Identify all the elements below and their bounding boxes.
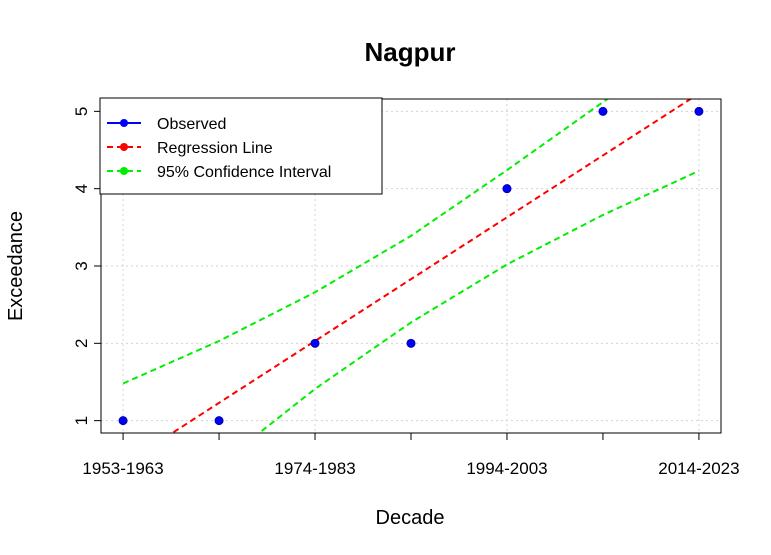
y-axis-label: Exceedance — [5, 211, 27, 321]
y-tick-label: 1 — [72, 416, 91, 425]
legend-label: 95% Confidence Interval — [157, 164, 331, 181]
y-tick-label: 4 — [72, 184, 91, 193]
regression-line — [170, 99, 693, 433]
y-tick-label: 5 — [72, 107, 91, 116]
legend-swatch-point — [120, 167, 128, 175]
confidence-upper-line — [122, 99, 610, 385]
confidence-lower-line — [257, 169, 700, 433]
observed-point — [598, 106, 608, 116]
x-tick-label: 1953-1963 — [82, 459, 163, 478]
y-tick-label: 2 — [72, 339, 91, 348]
plot-series — [118, 99, 704, 433]
legend-box — [99, 97, 383, 195]
legend-label: Observed — [157, 116, 226, 133]
legend: Observed Regression Line 95% Confidence In… — [99, 97, 383, 195]
x-tick-label: 1994-2003 — [466, 459, 547, 478]
x-tick-label: 1974-1983 — [274, 459, 355, 478]
observed-point — [214, 416, 224, 426]
chart-title: Nagpur — [365, 37, 456, 67]
observed-point — [406, 338, 416, 348]
observed-point — [118, 416, 128, 426]
observed-point — [502, 184, 512, 194]
y-tick-label: 3 — [72, 261, 91, 270]
grid-lines — [101, 99, 721, 433]
x-axis-label: Decade — [376, 507, 445, 529]
observed-point — [310, 338, 320, 348]
legend-swatch-point — [120, 143, 128, 151]
axes: 1953-1963 1974-1983 1994-2003 2014-2023 1 2 3 4… — [72, 107, 740, 478]
x-tick-label: 2014-2023 — [658, 459, 739, 478]
observed-point — [694, 106, 704, 116]
legend-swatch-point — [120, 119, 128, 127]
legend-label: Regression Line — [157, 140, 273, 157]
